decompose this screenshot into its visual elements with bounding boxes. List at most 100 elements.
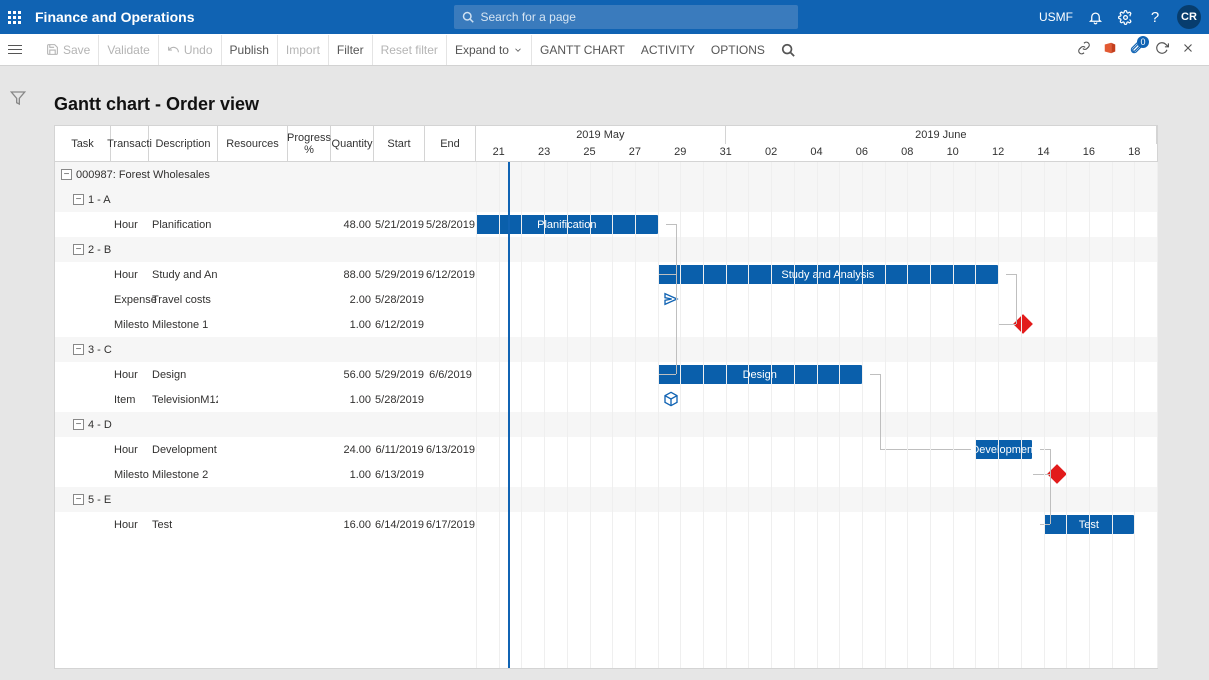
search-icon xyxy=(781,43,795,57)
task-start: 6/12/2019 xyxy=(374,312,425,337)
task-quantity: 1.00 xyxy=(331,462,374,487)
help-icon[interactable]: ? xyxy=(1147,9,1163,25)
group-row[interactable]: −000987: Forest Wholesales xyxy=(55,162,1157,187)
col-task[interactable]: Task xyxy=(55,126,111,161)
grid-header: Task Transacti Description Resources Pro… xyxy=(55,126,476,162)
save-button[interactable]: Save xyxy=(38,35,99,65)
task-quantity: 1.00 xyxy=(331,387,374,412)
gantt-chart: Task Transacti Description Resources Pro… xyxy=(54,125,1158,669)
task-start: 5/29/2019 xyxy=(374,262,425,287)
collapse-icon[interactable]: − xyxy=(73,344,84,355)
filter-icon[interactable] xyxy=(10,90,26,106)
task-end: 6/6/2019 xyxy=(425,362,476,387)
timeline-day: 29 xyxy=(674,146,686,158)
transaction-type: Hour xyxy=(111,262,149,287)
collapse-icon[interactable]: − xyxy=(73,494,84,505)
group-row[interactable]: −5 - E xyxy=(55,487,1157,512)
group-label: 2 - B xyxy=(88,244,111,256)
gantt-bar[interactable]: Study and Analysis xyxy=(658,265,999,284)
collapse-icon[interactable]: − xyxy=(73,244,84,255)
avatar[interactable]: CR xyxy=(1177,5,1201,29)
collapse-icon[interactable]: − xyxy=(73,419,84,430)
waffle-icon[interactable] xyxy=(8,11,21,24)
task-end xyxy=(425,462,476,487)
task-row[interactable]: ItemTelevisionM12031.005/28/2019 xyxy=(55,387,1157,412)
col-description[interactable]: Description xyxy=(149,126,218,161)
filter-button[interactable]: Filter xyxy=(329,35,373,65)
gear-icon[interactable] xyxy=(1117,9,1133,25)
attachment-icon[interactable]: 0 xyxy=(1129,41,1143,58)
publish-button[interactable]: Publish xyxy=(222,35,278,65)
expand-to-button[interactable]: Expand to xyxy=(447,35,532,65)
left-rail xyxy=(0,66,36,680)
col-progress[interactable]: Progress % xyxy=(288,126,331,161)
refresh-icon[interactable] xyxy=(1155,41,1169,58)
search-input[interactable]: Search for a page xyxy=(454,5,798,29)
transaction-type: Hour xyxy=(111,362,149,387)
col-end[interactable]: End xyxy=(425,126,476,161)
page: Gantt chart - Order view Task Transacti … xyxy=(36,66,1209,680)
undo-icon xyxy=(167,43,180,56)
task-quantity: 1.00 xyxy=(331,312,374,337)
timeline-day: 04 xyxy=(810,146,822,158)
col-start[interactable]: Start xyxy=(374,126,425,161)
task-row[interactable]: HourDesign56.005/29/20196/6/2019 xyxy=(55,362,1157,387)
group-row[interactable]: −4 - D xyxy=(55,412,1157,437)
collapse-icon[interactable]: − xyxy=(73,194,84,205)
work-area: Gantt chart - Order view Task Transacti … xyxy=(0,66,1209,680)
activity-tab[interactable]: ACTIVITY xyxy=(633,35,703,65)
link-icon[interactable] xyxy=(1077,41,1091,58)
timeline-day: 06 xyxy=(856,146,868,158)
timeline-day: 18 xyxy=(1128,146,1140,158)
reset-filter-button[interactable]: Reset filter xyxy=(373,35,447,65)
task-description: Planification xyxy=(149,212,218,237)
office-icon[interactable] xyxy=(1103,41,1117,58)
gantt-bar[interactable]: Development xyxy=(975,440,1032,459)
group-row[interactable]: −2 - B xyxy=(55,237,1157,262)
group-label: 1 - A xyxy=(88,194,111,206)
toolbar-search-button[interactable] xyxy=(773,35,803,65)
task-end: 5/28/2019 xyxy=(425,212,476,237)
task-quantity: 24.00 xyxy=(331,437,374,462)
close-icon[interactable] xyxy=(1181,41,1195,58)
timeline-day: 12 xyxy=(992,146,1004,158)
group-row[interactable]: −3 - C xyxy=(55,337,1157,362)
company-label[interactable]: USMF xyxy=(1039,10,1073,24)
task-description: Travel costs xyxy=(149,287,218,312)
validate-button[interactable]: Validate xyxy=(99,35,158,65)
timeline-day: 10 xyxy=(947,146,959,158)
task-end: 6/17/2019 xyxy=(425,512,476,537)
task-row[interactable]: HourTest16.006/14/20196/17/2019 xyxy=(55,512,1157,537)
item-icon[interactable] xyxy=(663,391,679,407)
hamburger-icon[interactable] xyxy=(8,45,30,54)
col-quantity[interactable]: Quantity xyxy=(331,126,374,161)
group-row[interactable]: −1 - A xyxy=(55,187,1157,212)
search-icon xyxy=(462,11,474,23)
col-transaction[interactable]: Transacti xyxy=(111,126,149,161)
task-row[interactable]: MilestoMilestone 11.006/12/2019 xyxy=(55,312,1157,337)
transaction-type: Hour xyxy=(111,512,149,537)
task-start: 5/28/2019 xyxy=(374,387,425,412)
timeline-day: 23 xyxy=(538,146,550,158)
transaction-type: Hour xyxy=(111,212,149,237)
task-description: Milestone 2 xyxy=(149,462,218,487)
col-resources[interactable]: Resources xyxy=(218,126,288,161)
toolbar-right: 0 xyxy=(1077,41,1203,58)
collapse-icon[interactable]: − xyxy=(61,169,72,180)
task-row[interactable]: MilestoMilestone 21.006/13/2019 xyxy=(55,462,1157,487)
import-button[interactable]: Import xyxy=(278,35,329,65)
gantt-chart-tab[interactable]: GANTT CHART xyxy=(532,35,633,65)
task-end xyxy=(425,387,476,412)
group-label: 000987: Forest Wholesales xyxy=(76,169,210,181)
bell-icon[interactable] xyxy=(1087,9,1103,25)
task-row[interactable]: ExpenseTravel costs2.005/28/2019 xyxy=(55,287,1157,312)
undo-button[interactable]: Undo xyxy=(159,35,222,65)
options-tab[interactable]: OPTIONS xyxy=(703,35,773,65)
app-title: Finance and Operations xyxy=(35,9,194,25)
save-icon xyxy=(46,43,59,56)
timeline-header: 2019 May2019 June 2123252729310204060810… xyxy=(476,126,1157,162)
gantt-bar[interactable]: Design xyxy=(658,365,862,384)
timeline-day: 16 xyxy=(1083,146,1095,158)
timeline-month: 2019 June xyxy=(726,126,1157,144)
task-quantity: 88.00 xyxy=(331,262,374,287)
